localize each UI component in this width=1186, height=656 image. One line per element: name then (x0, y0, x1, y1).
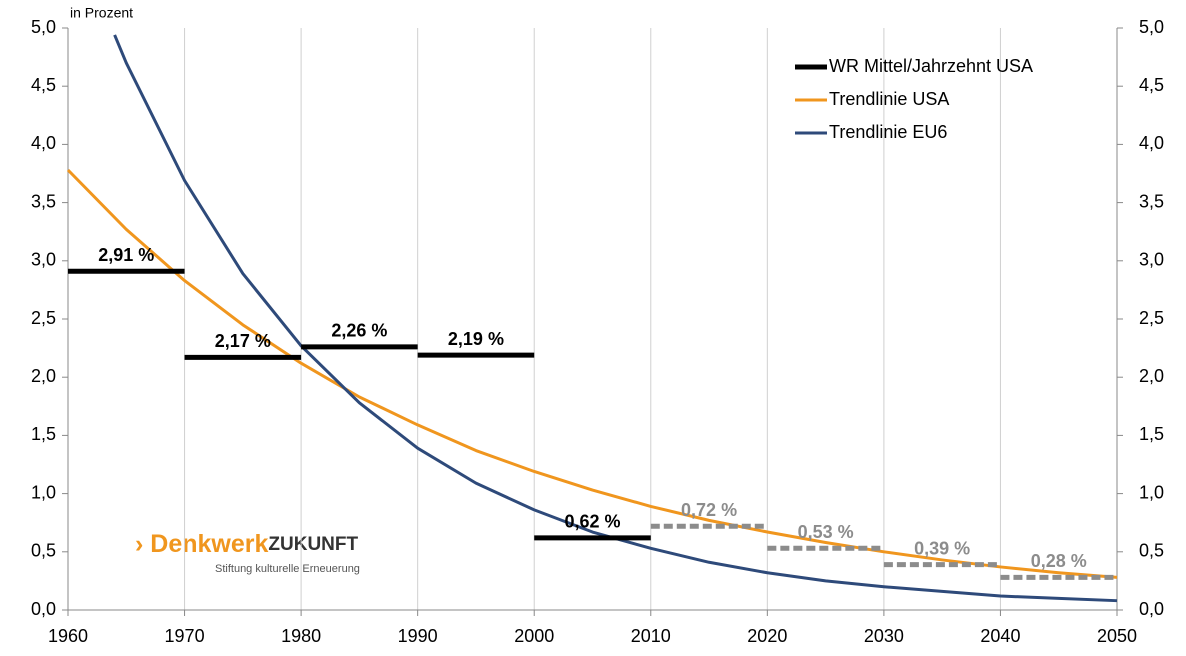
y-tick-label: 1,5 (31, 424, 56, 444)
y-tick-label: 3,0 (31, 250, 56, 270)
trend-line (66, 168, 1118, 579)
logo-tagline: Stiftung kulturelle Erneuerung (215, 563, 360, 575)
x-tick-label: 1970 (165, 626, 205, 646)
x-tick-label: 1980 (281, 626, 321, 646)
y2-tick-label: 2,5 (1139, 308, 1164, 328)
y2-tick-label: 0,5 (1139, 541, 1164, 561)
data-label: 2,26 % (331, 321, 387, 341)
logo: › DenkwerkZUKUNFT Stiftung kulturelle Er… (135, 530, 360, 575)
x-tick-label: 2020 (747, 626, 787, 646)
y2-tick-label: 0,0 (1139, 599, 1164, 619)
x-tick-label: 2040 (980, 626, 1020, 646)
data-label: 2,19 % (448, 329, 504, 349)
y-tick-label: 0,5 (31, 541, 56, 561)
y2-tick-label: 4,5 (1139, 75, 1164, 95)
y-tick-label: 2,5 (31, 308, 56, 328)
y2-tick-label: 4,0 (1139, 133, 1164, 153)
y2-tick-label: 1,0 (1139, 482, 1164, 502)
data-label: 2,17 % (215, 331, 271, 351)
data-label: 0,62 % (564, 512, 620, 532)
x-tick-label: 2010 (631, 626, 671, 646)
y-tick-label: 5,0 (31, 17, 56, 37)
y2-tick-label: 1,5 (1139, 424, 1164, 444)
y-unit-label: in Prozent (70, 5, 133, 21)
x-tick-label: 2030 (864, 626, 904, 646)
logo-brand: › DenkwerkZUKUNFT (135, 530, 358, 558)
y-tick-label: 0,0 (31, 599, 56, 619)
y-tick-label: 2,0 (31, 366, 56, 386)
x-tick-label: 2000 (514, 626, 554, 646)
x-tick-label: 2050 (1097, 626, 1137, 646)
legend-label: Trendlinie USA (829, 89, 949, 109)
data-label: 0,28 % (1031, 551, 1087, 571)
legend-label: WR Mittel/Jahrzehnt USA (829, 56, 1033, 76)
x-tick-label: 1990 (398, 626, 438, 646)
data-label: 0,39 % (914, 538, 970, 558)
y2-tick-label: 3,5 (1139, 191, 1164, 211)
data-label: 0,53 % (798, 522, 854, 542)
y-tick-label: 1,0 (31, 482, 56, 502)
trend-line (113, 34, 1118, 603)
y2-tick-label: 3,0 (1139, 250, 1164, 270)
y-tick-label: 3,5 (31, 191, 56, 211)
legend-label: Trendlinie EU6 (829, 122, 947, 142)
logo-brand-part: › Denkwerk (135, 530, 268, 558)
logo-brand-bold: ZUKUNFT (268, 534, 358, 555)
y-tick-label: 4,0 (31, 133, 56, 153)
data-label: 2,91 % (98, 245, 154, 265)
y2-tick-label: 5,0 (1139, 17, 1164, 37)
x-tick-label: 1960 (48, 626, 88, 646)
y2-tick-label: 2,0 (1139, 366, 1164, 386)
y-tick-label: 4,5 (31, 75, 56, 95)
data-label: 0,72 % (681, 500, 737, 520)
